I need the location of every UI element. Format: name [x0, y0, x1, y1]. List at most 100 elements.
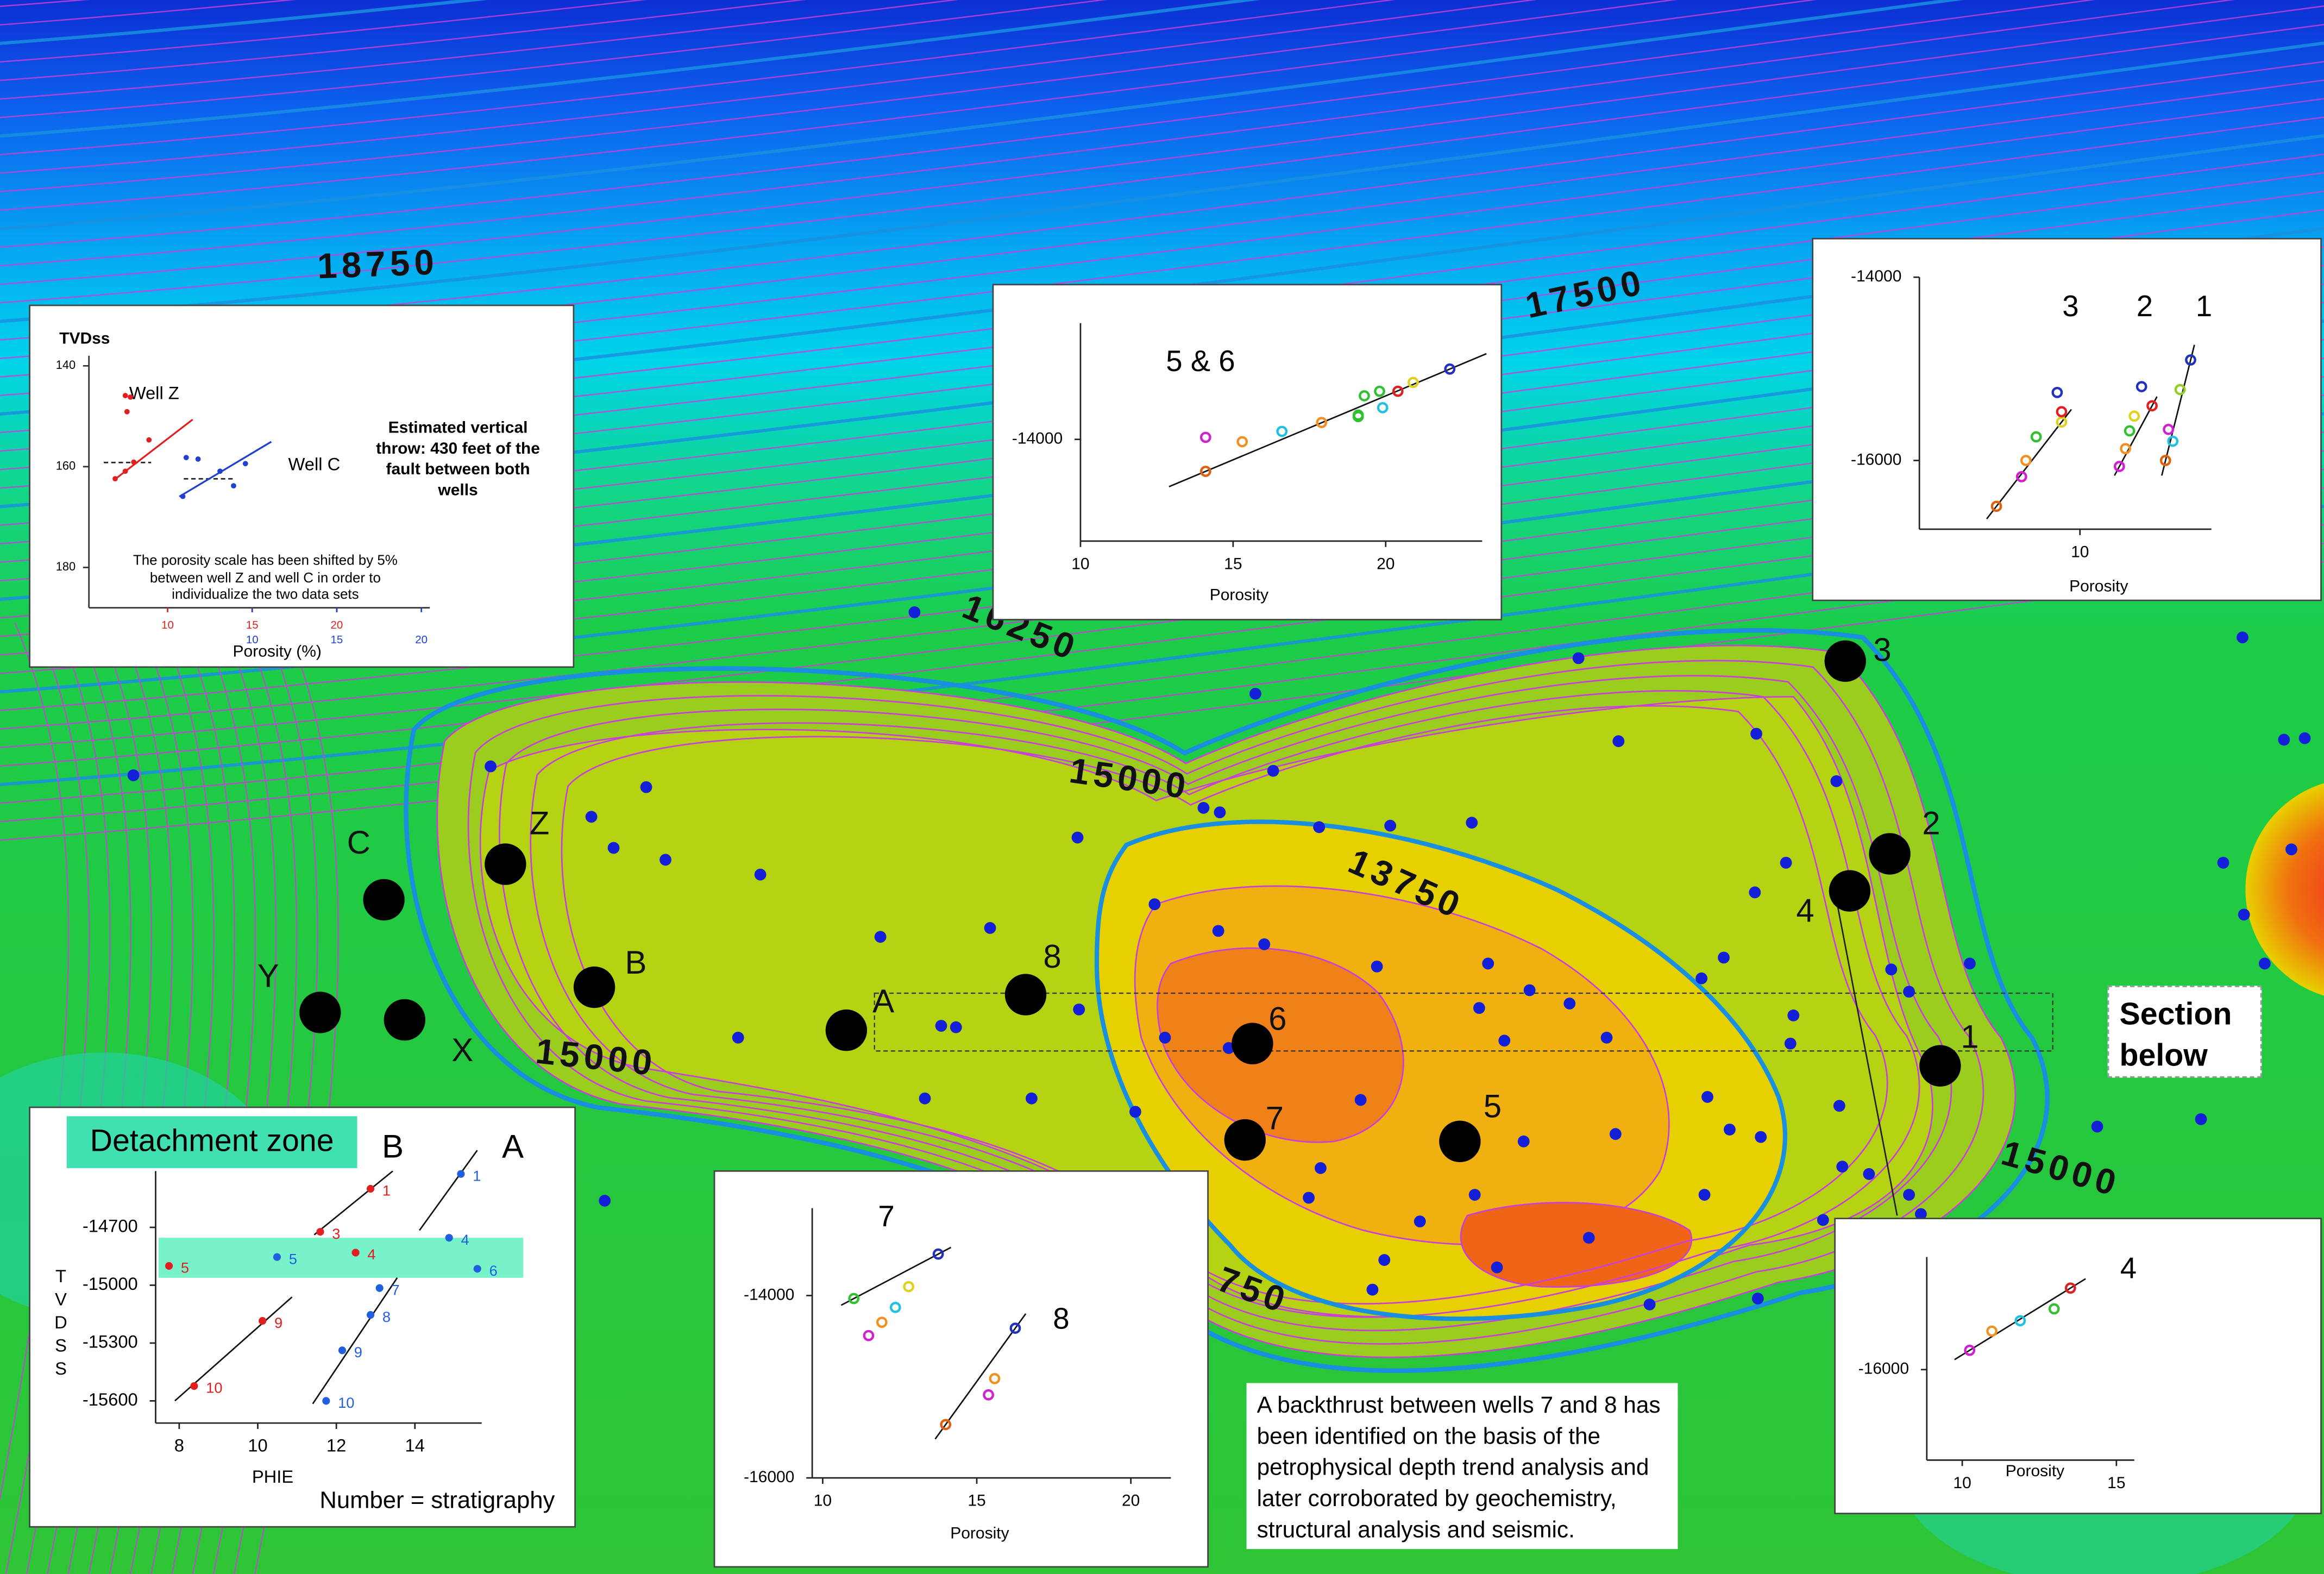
structure-highs	[404, 628, 2050, 1374]
data-point	[445, 1234, 453, 1242]
y-tick-label: -15300	[83, 1332, 138, 1352]
x-tick-label: 15	[331, 634, 343, 646]
x-axis-label: Porosity	[2069, 577, 2128, 595]
well-dot	[1780, 856, 1792, 869]
structure-area	[1157, 947, 1404, 1143]
well	[1869, 833, 1911, 875]
well-dot	[1836, 1161, 1849, 1173]
well-dot	[1313, 821, 1326, 833]
data-point	[2051, 387, 2063, 398]
y-tick-label: -14700	[83, 1216, 138, 1236]
series-label: A	[502, 1128, 524, 1164]
data-point	[1986, 1325, 1998, 1337]
data-point	[1359, 390, 1370, 402]
data-point	[2056, 416, 2068, 428]
data-point	[2185, 354, 2196, 366]
data-point	[903, 1281, 915, 1293]
data-point	[273, 1253, 281, 1261]
x-tick-label: 20	[1122, 1492, 1140, 1510]
data-point	[1377, 402, 1389, 413]
data-point	[1352, 411, 1364, 423]
data-point	[2020, 455, 2032, 466]
well-dot	[732, 1031, 744, 1044]
well-dot	[1787, 1009, 1800, 1021]
point-label: 4	[461, 1231, 469, 1248]
x-tick-label: 10	[814, 1492, 832, 1510]
well	[1004, 974, 1047, 1015]
data-point	[122, 468, 128, 474]
well-dot	[1371, 960, 1383, 973]
well	[384, 999, 426, 1041]
well-dot	[754, 868, 767, 881]
point-label: 10	[338, 1394, 354, 1411]
data-point	[375, 1284, 384, 1292]
well-label: 2	[1922, 805, 1940, 842]
contour-line	[0, 0, 647, 63]
well-dot	[1315, 1162, 1327, 1174]
series-label: 4	[2120, 1252, 2137, 1285]
data-point	[1199, 466, 1211, 477]
data-point	[351, 1249, 360, 1257]
data-point	[473, 1265, 481, 1273]
data-point	[112, 476, 118, 482]
well-dot	[585, 811, 598, 823]
trend-line	[1954, 1278, 2086, 1360]
data-point	[2128, 410, 2140, 422]
data-point	[217, 468, 223, 474]
inset-frame	[29, 304, 575, 668]
data-point	[889, 1301, 901, 1313]
well-dot	[1784, 1037, 1797, 1050]
well-dots	[127, 606, 2311, 1310]
trend-line	[2161, 344, 2195, 476]
well	[1919, 1045, 1961, 1087]
contour-line	[0, 622, 70, 1502]
data-point	[1276, 425, 1288, 437]
well-dot	[1073, 1004, 1085, 1015]
zone-label-box	[66, 1116, 357, 1168]
data-point	[1444, 363, 1456, 375]
data-point	[183, 455, 189, 461]
well-label: A	[872, 983, 894, 1019]
well-dot	[1751, 1293, 1764, 1305]
well	[573, 966, 615, 1008]
series-label: 2	[2137, 290, 2153, 323]
y-tick-label: -16000	[744, 1468, 794, 1486]
well	[1232, 1023, 1273, 1064]
series-label: B	[382, 1128, 404, 1164]
wells: C Z Y X B A 8 6 7 5 3 2 4 1	[257, 631, 1979, 1163]
x-axis-label: Porosity (%)	[233, 642, 322, 660]
data-point	[316, 1228, 324, 1236]
well-dot	[1491, 1261, 1503, 1274]
series-label: 1	[2196, 290, 2212, 323]
data-point	[190, 1382, 198, 1390]
y-tick-label: -16000	[1851, 450, 1901, 468]
contour-line	[0, 0, 2235, 267]
series-label: 7	[878, 1200, 894, 1233]
data-point	[2124, 425, 2135, 437]
x-tick-label: 15	[968, 1492, 985, 1510]
well-dot	[1466, 817, 1478, 829]
x-tick-label: 20	[331, 619, 343, 631]
zone-label: Detachment zone	[90, 1124, 334, 1158]
well-dot	[935, 1020, 947, 1032]
data-point	[322, 1397, 330, 1405]
contour-line	[0, 0, 1537, 174]
data-point	[366, 1311, 375, 1319]
series-label: 8	[1053, 1302, 1069, 1335]
well-dot	[1159, 1031, 1171, 1044]
x-tick-label: 8	[174, 1435, 184, 1455]
data-point	[1009, 1322, 1021, 1334]
data-point	[457, 1170, 465, 1178]
well-dot	[1749, 886, 1761, 899]
data-point	[338, 1346, 347, 1354]
y-tick-label: 140	[56, 358, 76, 372]
well-dot	[1384, 819, 1397, 832]
well-dot	[908, 606, 921, 618]
well-label: C	[347, 824, 370, 861]
well-dot	[919, 1092, 931, 1105]
well-label: B	[625, 944, 646, 981]
well	[1829, 870, 1871, 912]
well-dot	[1718, 951, 1730, 964]
data-point	[2048, 1303, 2060, 1315]
